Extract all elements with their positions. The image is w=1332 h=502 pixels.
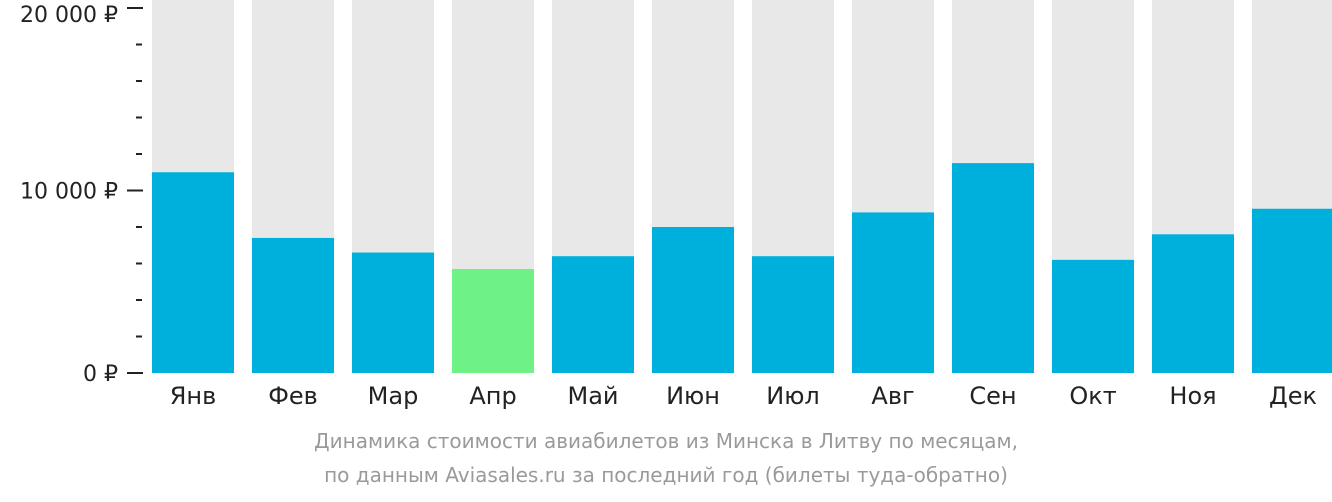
bar-8[interactable] (852, 212, 934, 373)
x-tick-label: Май (567, 382, 618, 410)
bar-5[interactable] (552, 256, 634, 373)
x-tick-label: Сен (969, 382, 1016, 410)
x-tick-label: Янв (170, 382, 217, 410)
chart-caption: Динамика стоимости авиабилетов из Минска… (0, 424, 1332, 492)
x-tick-label: Ноя (1169, 382, 1216, 410)
value-bars (152, 163, 1332, 373)
bar-9[interactable] (952, 163, 1034, 373)
caption-line-2: по данным Aviasales.ru за последний год … (324, 463, 1008, 487)
x-tick-label: Авг (871, 382, 914, 410)
bar-11[interactable] (1152, 234, 1234, 373)
bar-2[interactable] (252, 237, 334, 373)
bar-3[interactable] (352, 252, 434, 373)
y-axis: 20 000 ₽ 10 000 ₽ 0 ₽ (20, 3, 143, 387)
bar-4[interactable] (452, 268, 534, 373)
y-tick-label: 20 000 ₽ (20, 3, 118, 28)
x-tick-label: Апр (469, 382, 516, 410)
x-tick-label: Дек (1269, 382, 1317, 410)
caption-line-1: Динамика стоимости авиабилетов из Минска… (314, 429, 1018, 453)
x-tick-label: Июл (766, 382, 820, 410)
x-tick-label: Окт (1069, 382, 1116, 410)
bar-7[interactable] (752, 256, 834, 373)
x-axis-labels: Янв Фев Мар Апр Май Июн Июл Авг Сен Окт Ноя Дек (170, 382, 1317, 410)
bar-6[interactable] (652, 227, 734, 373)
y-tick-label: 10 000 ₽ (20, 180, 118, 205)
bar-12[interactable] (1252, 208, 1332, 373)
bar-10[interactable] (1052, 259, 1134, 373)
x-tick-label: Июн (666, 382, 720, 410)
y-tick-label: 0 ₽ (83, 362, 118, 387)
x-tick-label: Фев (268, 382, 318, 410)
price-bar-chart: 20 000 ₽ 10 000 ₽ 0 ₽ Янв Фев Мар Апр Май Июн Ию… (20, 0, 1332, 410)
bar-1[interactable] (152, 172, 234, 373)
x-tick-label: Мар (368, 382, 419, 410)
